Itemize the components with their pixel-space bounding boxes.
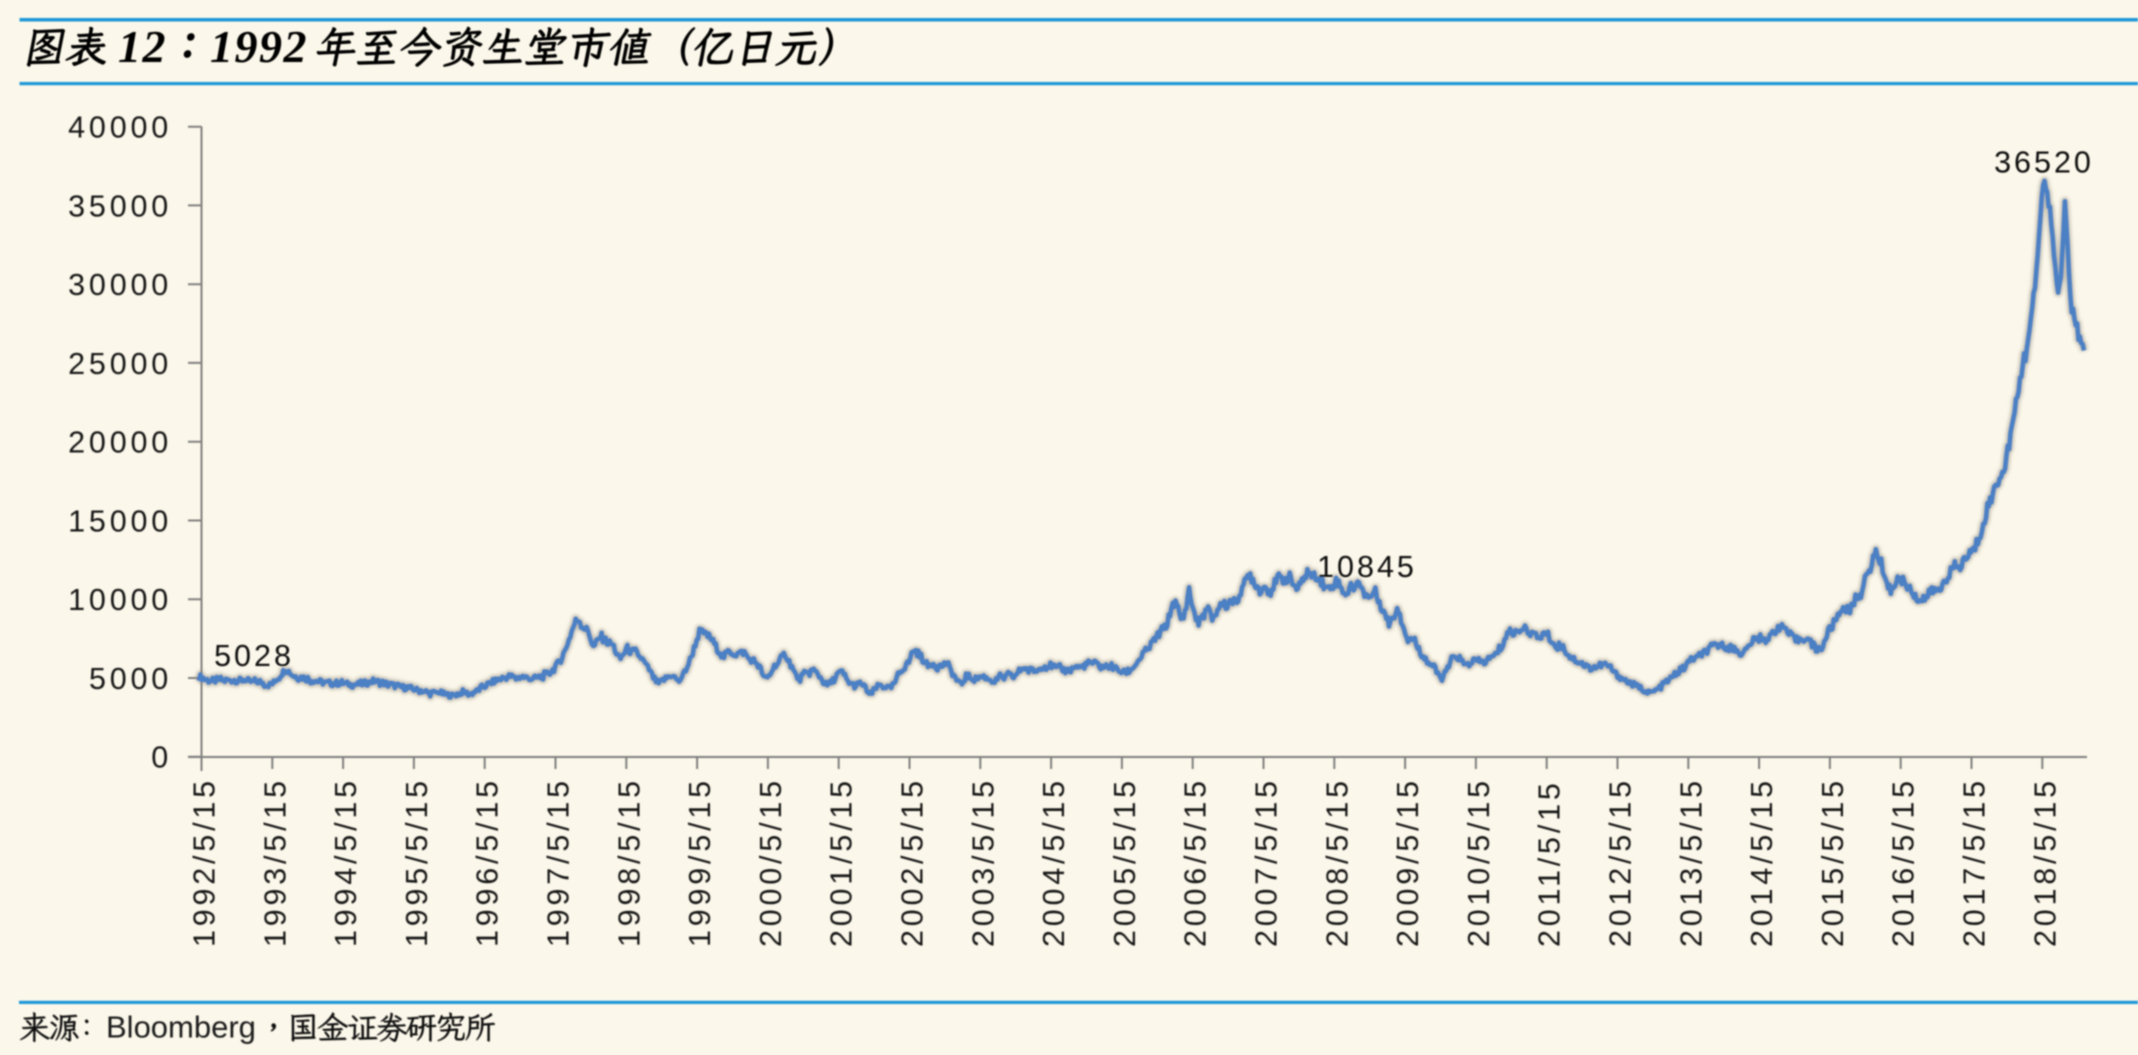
svg-text:2006/5/15: 2006/5/15 (1179, 777, 1213, 947)
svg-text:2013/5/15: 2013/5/15 (1674, 777, 1708, 947)
svg-text:2015/5/15: 2015/5/15 (1816, 777, 1850, 947)
svg-text:1992/5/15: 1992/5/15 (188, 777, 222, 947)
svg-text:2010/5/15: 2010/5/15 (1462, 777, 1496, 947)
svg-text:5028: 5028 (214, 639, 294, 673)
svg-text:2018/5/15: 2018/5/15 (2028, 777, 2062, 947)
svg-text:2009/5/15: 2009/5/15 (1391, 777, 1425, 947)
svg-text:0: 0 (151, 741, 172, 775)
svg-text:40000: 40000 (68, 111, 172, 145)
svg-text:15000: 15000 (68, 504, 172, 538)
svg-text:1995/5/15: 1995/5/15 (400, 777, 434, 947)
svg-text:2016/5/15: 2016/5/15 (1887, 777, 1921, 947)
svg-text:30000: 30000 (68, 268, 172, 302)
svg-text:25000: 25000 (68, 347, 172, 381)
svg-text:1997/5/15: 1997/5/15 (542, 777, 576, 947)
svg-text:10000: 10000 (68, 583, 172, 617)
svg-text:20000: 20000 (68, 426, 172, 460)
svg-text:2003/5/15: 2003/5/15 (966, 777, 1000, 947)
svg-text:2008/5/15: 2008/5/15 (1320, 777, 1354, 947)
svg-text:2007/5/15: 2007/5/15 (1250, 777, 1284, 947)
svg-text:1992: 1992 (210, 21, 308, 72)
svg-text:1994/5/15: 1994/5/15 (329, 777, 363, 947)
svg-text:35000: 35000 (68, 189, 172, 223)
svg-text:2014/5/15: 2014/5/15 (1745, 777, 1779, 947)
svg-text:2005/5/15: 2005/5/15 (1108, 777, 1142, 947)
svg-text:2001/5/15: 2001/5/15 (825, 777, 859, 947)
svg-text:2011/5/15: 2011/5/15 (1533, 779, 1567, 947)
svg-text:1996/5/15: 1996/5/15 (471, 777, 505, 947)
svg-text:2004/5/15: 2004/5/15 (1037, 777, 1071, 947)
svg-text:2017/5/15: 2017/5/15 (1958, 777, 1992, 947)
svg-text:Bloomberg: Bloomberg (106, 1010, 256, 1045)
svg-text:1998/5/15: 1998/5/15 (612, 777, 646, 947)
svg-text:1993/5/15: 1993/5/15 (258, 777, 292, 947)
svg-text:2012/5/15: 2012/5/15 (1604, 777, 1638, 947)
svg-text:10845: 10845 (1317, 550, 1417, 584)
svg-text:5000: 5000 (89, 662, 172, 696)
svg-text:2000/5/15: 2000/5/15 (754, 777, 788, 947)
svg-text:2002/5/15: 2002/5/15 (896, 777, 930, 947)
svg-text:36520: 36520 (1994, 146, 2094, 180)
svg-text:12: 12 (118, 21, 167, 72)
svg-text:1999/5/15: 1999/5/15 (683, 777, 717, 947)
